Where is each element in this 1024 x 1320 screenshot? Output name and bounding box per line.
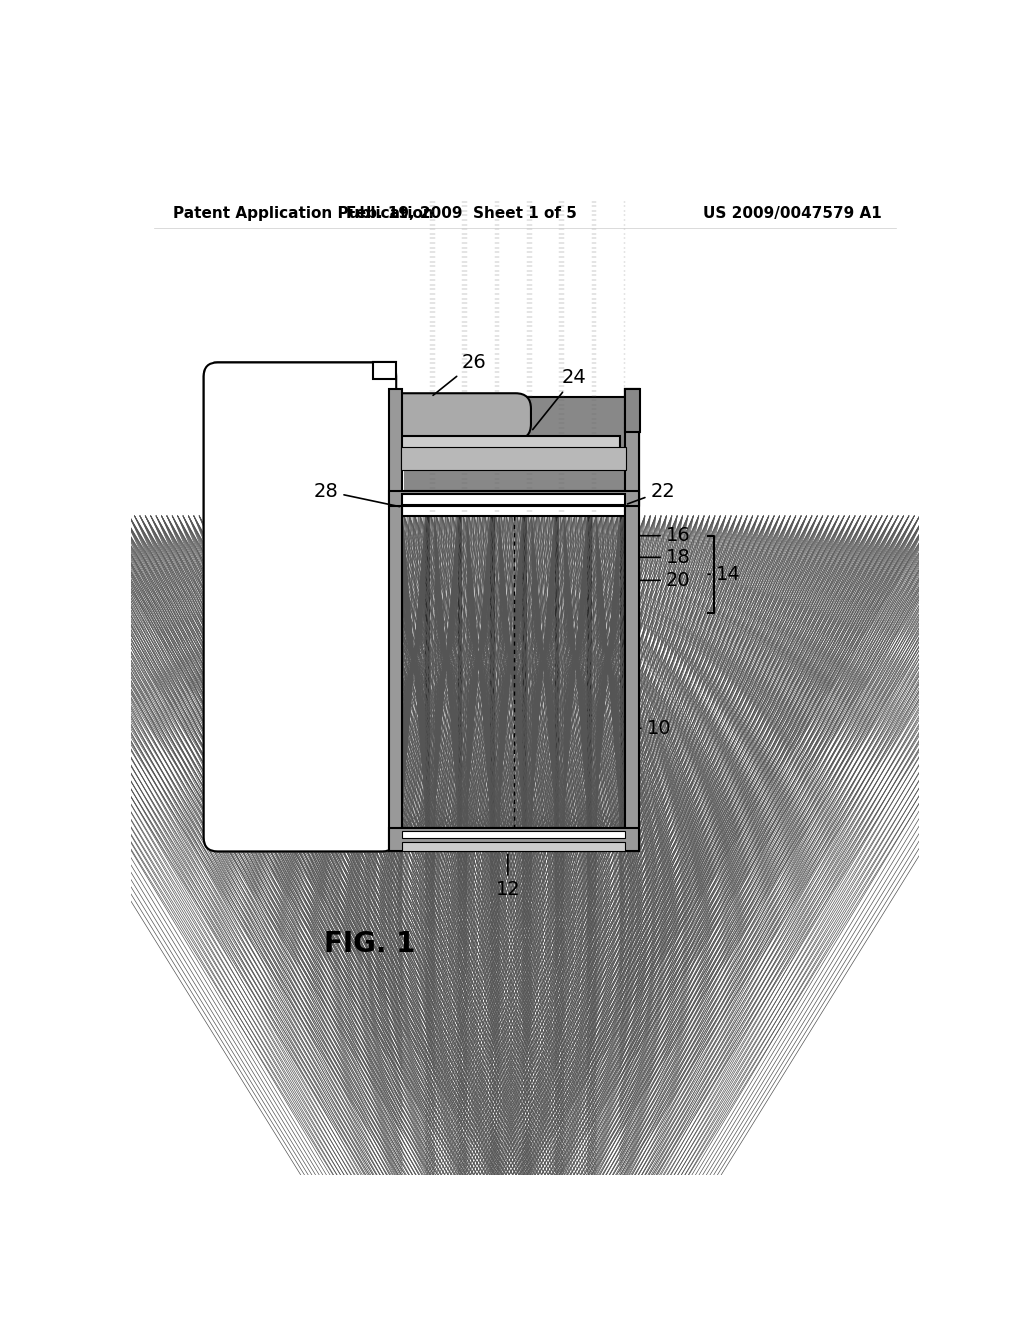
Text: 22: 22 [628,482,675,504]
Bar [388,389,402,851]
Bar [458,516,481,829]
Bar [625,389,640,432]
Bar [204,363,403,498]
Bar [467,516,490,829]
Bar [430,516,435,829]
Bar [388,829,639,851]
Bar [402,842,625,851]
Bar [531,516,555,829]
Bar [495,516,500,829]
Text: 26: 26 [433,352,486,396]
Text: 16: 16 [640,527,690,545]
FancyBboxPatch shape [385,393,531,440]
Bar [402,842,625,851]
Bar [596,516,620,829]
Bar [392,436,620,466]
Bar [402,516,625,829]
Bar [522,516,546,829]
Bar [402,832,625,838]
Bar [527,516,531,829]
Bar [620,516,625,829]
Text: US 2009/0047579 A1: US 2009/0047579 A1 [702,206,882,222]
Bar [559,516,564,829]
Bar [592,516,596,829]
Bar [625,389,639,851]
Bar [402,832,625,838]
Bar [373,363,396,379]
Text: 14: 14 [708,565,740,583]
Bar [500,516,522,829]
Text: Feb. 19, 2009  Sheet 1 of 5: Feb. 19, 2009 Sheet 1 of 5 [346,206,578,222]
Bar [400,447,627,470]
Bar [587,516,610,829]
Bar [555,516,578,829]
Bar [388,397,639,498]
Text: 10: 10 [640,718,671,738]
Text: 12: 12 [496,854,520,899]
FancyBboxPatch shape [204,363,396,851]
Text: 28: 28 [313,482,399,507]
Bar [425,516,449,829]
Bar [388,389,402,851]
Text: 24: 24 [532,368,587,429]
Bar [402,516,625,829]
Bar [490,516,513,829]
FancyBboxPatch shape [204,363,396,851]
Bar [564,516,587,829]
Bar [402,494,625,506]
Text: 20: 20 [640,570,690,590]
Bar [388,491,639,507]
Bar [388,829,639,851]
Bar [402,516,425,829]
Bar [435,516,458,829]
Text: Patent Application Publication: Patent Application Publication [173,206,433,222]
Bar [402,494,625,506]
Bar [625,389,639,851]
Text: 18: 18 [640,548,690,566]
Bar [463,516,467,829]
Bar [402,494,625,506]
Text: FIG. 1: FIG. 1 [324,929,415,958]
Bar [373,363,396,379]
Bar [388,491,639,506]
